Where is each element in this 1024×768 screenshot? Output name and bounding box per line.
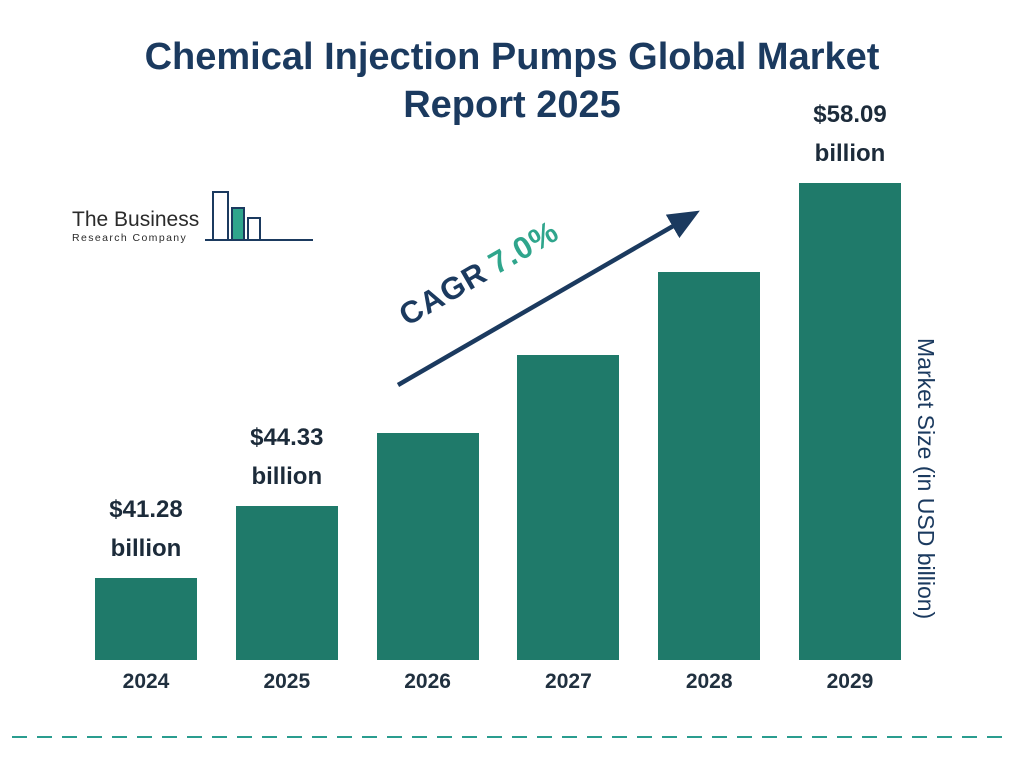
page-title: Chemical Injection Pumps Global Market R… xyxy=(144,36,880,126)
logo-bars-icon xyxy=(205,191,314,241)
bar-2025 xyxy=(235,506,338,660)
bar-column-2025: $44.33 billion 2025 xyxy=(235,419,338,693)
x-tick-2027: 2027 xyxy=(545,670,592,693)
logo-line2: Research Company xyxy=(72,232,188,244)
bar-2027 xyxy=(517,355,620,660)
value-label-2029: $58.09 billion xyxy=(813,101,887,167)
bar-2026 xyxy=(376,433,479,660)
bar-column-2028: 2028 xyxy=(658,272,761,693)
y-axis-label: Market Size (in USD billion) xyxy=(913,338,939,620)
company-logo: The Business Research Company xyxy=(72,188,315,254)
bar-column-2024: $41.28 billion 2024 xyxy=(95,491,197,693)
bar-column-2027: 2027 xyxy=(517,355,620,693)
bottom-dashed-divider xyxy=(12,736,1012,738)
x-tick-2029: 2029 xyxy=(826,670,874,693)
bar-column-2029: $58.09 billion 2029 xyxy=(798,96,901,693)
x-tick-2026: 2026 xyxy=(404,670,451,693)
bar-2029 xyxy=(798,183,901,660)
bar-chart: $41.28 billion 2024 $44.33 billion 2025 … xyxy=(95,100,901,693)
bar-2024 xyxy=(95,578,197,660)
x-tick-2025: 2025 xyxy=(263,670,311,693)
bar-column-2026: 2026 xyxy=(376,433,479,693)
x-tick-2028: 2028 xyxy=(685,670,733,693)
company-logo-text: The Business Research Company xyxy=(72,208,199,254)
logo-line1: The Business xyxy=(72,208,200,231)
value-label-2024: $41.28 billion xyxy=(109,496,183,562)
bar-2028 xyxy=(658,272,761,660)
value-label-2025: $44.33 billion xyxy=(250,424,324,490)
x-tick-2024: 2024 xyxy=(122,670,170,693)
